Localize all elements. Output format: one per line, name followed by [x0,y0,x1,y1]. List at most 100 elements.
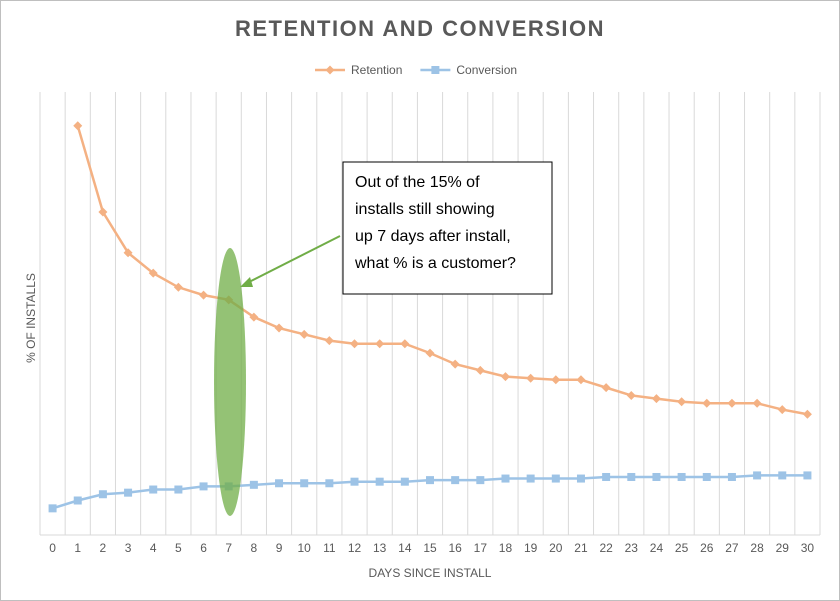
x-tick-label: 5 [175,541,182,555]
x-tick-label: 2 [100,541,107,555]
marker [576,474,585,483]
marker [702,398,712,408]
x-tick-label: 7 [225,541,232,555]
marker [753,471,762,480]
marker [651,394,661,404]
marker [400,477,409,486]
marker [652,472,661,481]
marker [149,485,158,494]
marker [601,383,611,393]
marker [249,312,259,322]
marker [426,476,434,485]
x-tick-label: 20 [549,541,563,555]
marker [627,472,636,481]
marker [526,373,536,383]
y-axis-label: % OF INSTALLS [24,273,38,363]
x-tick-label: 8 [251,541,258,555]
x-tick-label: 13 [373,541,387,555]
x-tick-label: 30 [801,541,815,555]
marker [450,359,460,369]
marker [275,479,284,488]
marker [501,474,510,483]
marker [148,268,158,278]
legend-marker [325,65,335,75]
marker [400,339,410,349]
grid: 0 1 2 3 4 5 6 7 8 9 10 11 12 13 14 15 16 17 18 19 20 21 22 23 24… [39,92,821,555]
marker [375,339,385,349]
x-tick-label: 11 [323,541,336,555]
annotation-line: installs still showing [355,201,495,218]
marker [702,472,711,481]
x-tick-label: 4 [150,541,157,555]
marker [677,397,687,407]
marker [626,390,636,400]
x-tick-label: 25 [675,541,689,555]
marker [752,398,762,408]
marker [777,405,787,415]
x-tick-label: 10 [298,541,312,555]
marker [551,375,561,385]
marker [475,365,485,375]
x-tick-label: 21 [574,541,588,555]
marker [526,474,535,483]
marker [249,480,258,489]
marker [350,339,360,349]
marker [324,336,334,346]
annotation: Out of the 15% of installs still showing u… [354,174,516,272]
marker [727,472,736,481]
marker [677,472,686,481]
marker [602,472,611,481]
x-tick-label: 24 [650,541,664,555]
marker [274,323,284,333]
marker [803,471,812,480]
annotation-line: up 7 days after install, [355,228,511,245]
marker [199,482,208,491]
x-tick-label: 27 [725,541,739,555]
x-tick-label: 1 [74,541,81,555]
marker [300,479,309,488]
legend-label: Conversion [456,63,517,77]
annotation-line: what % is a customer? [354,255,516,272]
x-tick-label: 6 [200,541,207,555]
marker [123,248,133,258]
arrow-head [240,277,253,287]
x-axis-label: DAYS SINCE INSTALL [369,566,492,580]
marker [173,282,183,292]
marker [199,290,209,300]
x-tick-label: 19 [524,541,538,555]
plot [48,121,812,513]
legend: Retention Conversion [315,63,517,77]
x-tick-label: 14 [398,541,412,555]
x-tick-label: 28 [750,541,764,555]
x-tick-label: 22 [599,541,613,555]
x-tick-label: 0 [49,541,56,555]
marker [98,490,107,499]
annotation-box [342,161,553,295]
x-tick-label: 15 [423,541,437,555]
x-tick-label: 17 [474,541,488,555]
marker [551,474,560,483]
arrow-line [246,235,341,284]
marker [727,398,737,408]
legend-label: Retention [351,63,402,77]
marker [325,479,334,488]
marker [576,375,586,385]
marker [98,207,108,217]
marker [500,372,510,382]
marker [73,121,83,131]
x-tick-label: 12 [348,541,362,555]
legend-marker [431,66,440,74]
marker [350,477,359,486]
marker [451,476,460,485]
marker [299,329,309,339]
chart-title: RETENTION AND CONVERSION [235,16,605,41]
x-tick-label: 9 [276,541,283,555]
marker [48,504,57,513]
x-tick-label: 23 [625,541,639,555]
marker [124,488,133,497]
x-tick-label: 29 [776,541,790,555]
marker [73,496,82,505]
marker [375,477,384,486]
